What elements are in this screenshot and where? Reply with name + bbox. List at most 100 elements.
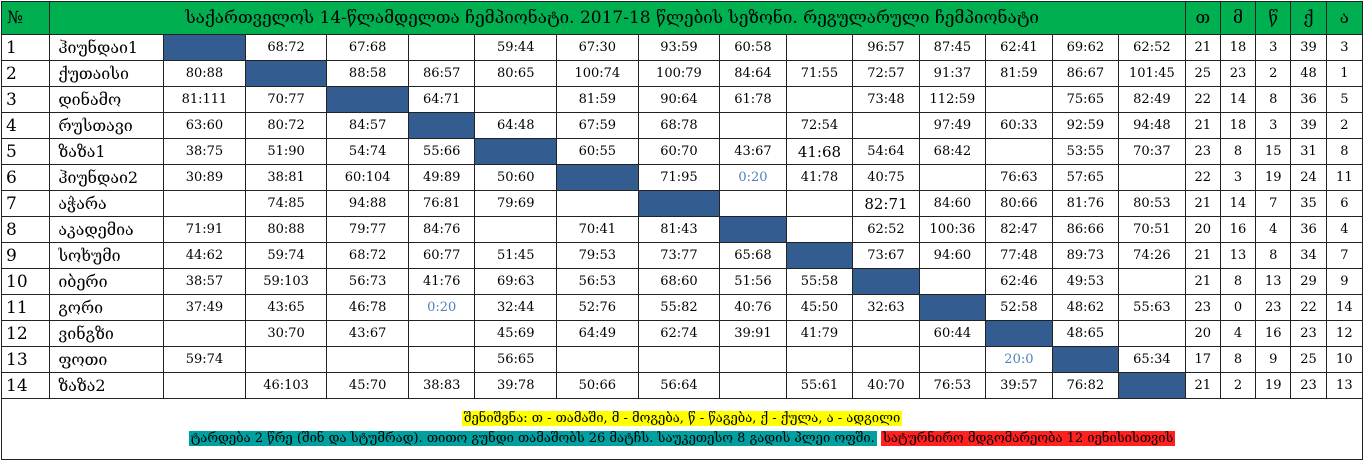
score-cell: 56:65 [474, 346, 558, 373]
score-cell: 80:88 [244, 216, 328, 243]
games-stat: 21 [1184, 190, 1221, 217]
team-name: ქუთაისი [49, 60, 165, 87]
wins-stat: 0 [1219, 294, 1257, 321]
score-cell: 45:70 [326, 372, 409, 399]
score-cell: 45:50 [785, 294, 854, 321]
score-cell: 94:88 [326, 190, 409, 217]
team-name: ფოთი [49, 346, 165, 373]
score-cell: 82:71 [852, 190, 920, 217]
score-cell: 44:62 [163, 242, 246, 269]
standings-body: 1 ჰიუნდაი1 68:72 67:68 59:44 67:30 93:59 60:58 9… [0, 34, 1364, 399]
score-cell: 54:74 [326, 138, 409, 165]
score-cell: 71:55 [785, 60, 854, 87]
score-cell: 64:71 [407, 86, 476, 113]
points-column-header: ქ [1290, 1, 1327, 35]
score-cell: 0:20 [719, 164, 787, 191]
score-cell: 49:89 [407, 164, 476, 191]
diagonal-cell [1118, 372, 1186, 399]
score-cell [556, 190, 639, 217]
score-cell [918, 268, 987, 295]
games-stat: 20 [1184, 216, 1221, 243]
score-cell [163, 372, 246, 399]
score-cell: 84:64 [719, 60, 787, 87]
row-number: 2 [0, 60, 51, 87]
team-name: დინამო [49, 86, 165, 113]
team-name: ვინგზი [49, 320, 165, 347]
games-stat: 21 [1184, 242, 1221, 269]
points-stat: 31 [1290, 138, 1327, 165]
score-cell: 64:48 [474, 112, 558, 139]
row-number: 4 [0, 112, 51, 139]
score-cell: 56:53 [556, 268, 639, 295]
score-cell: 40:70 [852, 372, 920, 399]
score-cell [918, 164, 987, 191]
score-cell: 39:91 [719, 320, 787, 347]
games-column-header: თ [1184, 1, 1221, 35]
row-number: 7 [0, 190, 51, 217]
score-cell: 39:57 [985, 372, 1053, 399]
table-row: 3 დინამო 81:111 70:77 64:71 81:59 90:64 61:78 73… [0, 86, 1364, 113]
score-cell [163, 190, 246, 217]
score-cell: 32:63 [852, 294, 920, 321]
table-row: 4 რუსთავი 63:60 80:72 84:57 64:48 67:59 68:78 72… [0, 112, 1364, 139]
score-cell: 77:48 [985, 242, 1053, 269]
wins-stat: 13 [1219, 242, 1257, 269]
score-cell: 60:44 [918, 320, 987, 347]
score-cell: 40:75 [852, 164, 920, 191]
score-cell: 70:37 [1118, 138, 1186, 165]
score-cell: 54:64 [852, 138, 920, 165]
games-stat: 22 [1184, 164, 1221, 191]
place-stat: 6 [1325, 190, 1364, 217]
diagonal-cell [556, 164, 639, 191]
score-cell: 60:70 [637, 138, 721, 165]
score-cell: 45:69 [474, 320, 558, 347]
score-cell: 62:52 [852, 216, 920, 243]
losses-stat: 3 [1255, 34, 1292, 61]
table-row: 11 გორი 37:49 43:65 46:78 0:20 32:44 52:76 55:82… [0, 294, 1364, 321]
losses-stat: 19 [1255, 372, 1292, 399]
score-cell: 55:58 [785, 268, 854, 295]
score-cell: 86:66 [1051, 216, 1120, 243]
score-cell: 72:54 [785, 112, 854, 139]
score-cell: 68:78 [637, 112, 721, 139]
score-cell: 60:55 [556, 138, 639, 165]
score-cell: 72:57 [852, 60, 920, 87]
table-row: 6 ჰიუნდაი2 30:89 38:81 60:104 49:89 50:60 71:95… [0, 164, 1364, 191]
score-cell: 43:67 [326, 320, 409, 347]
score-cell: 48:65 [1051, 320, 1120, 347]
losses-stat: 15 [1255, 138, 1292, 165]
place-stat: 13 [1325, 372, 1364, 399]
diagonal-cell [637, 190, 721, 217]
score-cell: 41:68 [785, 138, 854, 165]
team-name: რუსთავი [49, 112, 165, 139]
score-cell: 90:64 [637, 86, 721, 113]
place-stat: 10 [1325, 346, 1364, 373]
losses-stat: 8 [1255, 242, 1292, 269]
wins-stat: 8 [1219, 268, 1257, 295]
score-cell: 41:78 [785, 164, 854, 191]
table-row: 1 ჰიუნდაი1 68:72 67:68 59:44 67:30 93:59 60:58 9… [0, 34, 1364, 61]
row-number: 11 [0, 294, 51, 321]
wins-stat: 8 [1219, 138, 1257, 165]
score-cell: 73:67 [852, 242, 920, 269]
points-stat: 35 [1290, 190, 1327, 217]
score-cell: 59:74 [163, 346, 246, 373]
score-cell: 69:62 [1051, 34, 1120, 61]
score-cell: 79:77 [326, 216, 409, 243]
score-cell: 62:52 [1118, 34, 1186, 61]
score-cell [407, 320, 476, 347]
status-note: სატურნირო მდგომარეობა 12 იენისისთვის [880, 431, 1176, 446]
place-stat: 2 [1325, 112, 1364, 139]
score-cell: 65:34 [1118, 346, 1186, 373]
diagonal-cell [918, 294, 987, 321]
score-cell [244, 346, 328, 373]
score-cell: 93:59 [637, 34, 721, 61]
row-number: 8 [0, 216, 51, 243]
score-cell [719, 112, 787, 139]
score-cell: 53:55 [1051, 138, 1120, 165]
score-cell [1118, 320, 1186, 347]
score-cell: 43:65 [244, 294, 328, 321]
score-cell: 68:60 [637, 268, 721, 295]
score-cell: 68:72 [244, 34, 328, 61]
score-cell: 30:89 [163, 164, 246, 191]
